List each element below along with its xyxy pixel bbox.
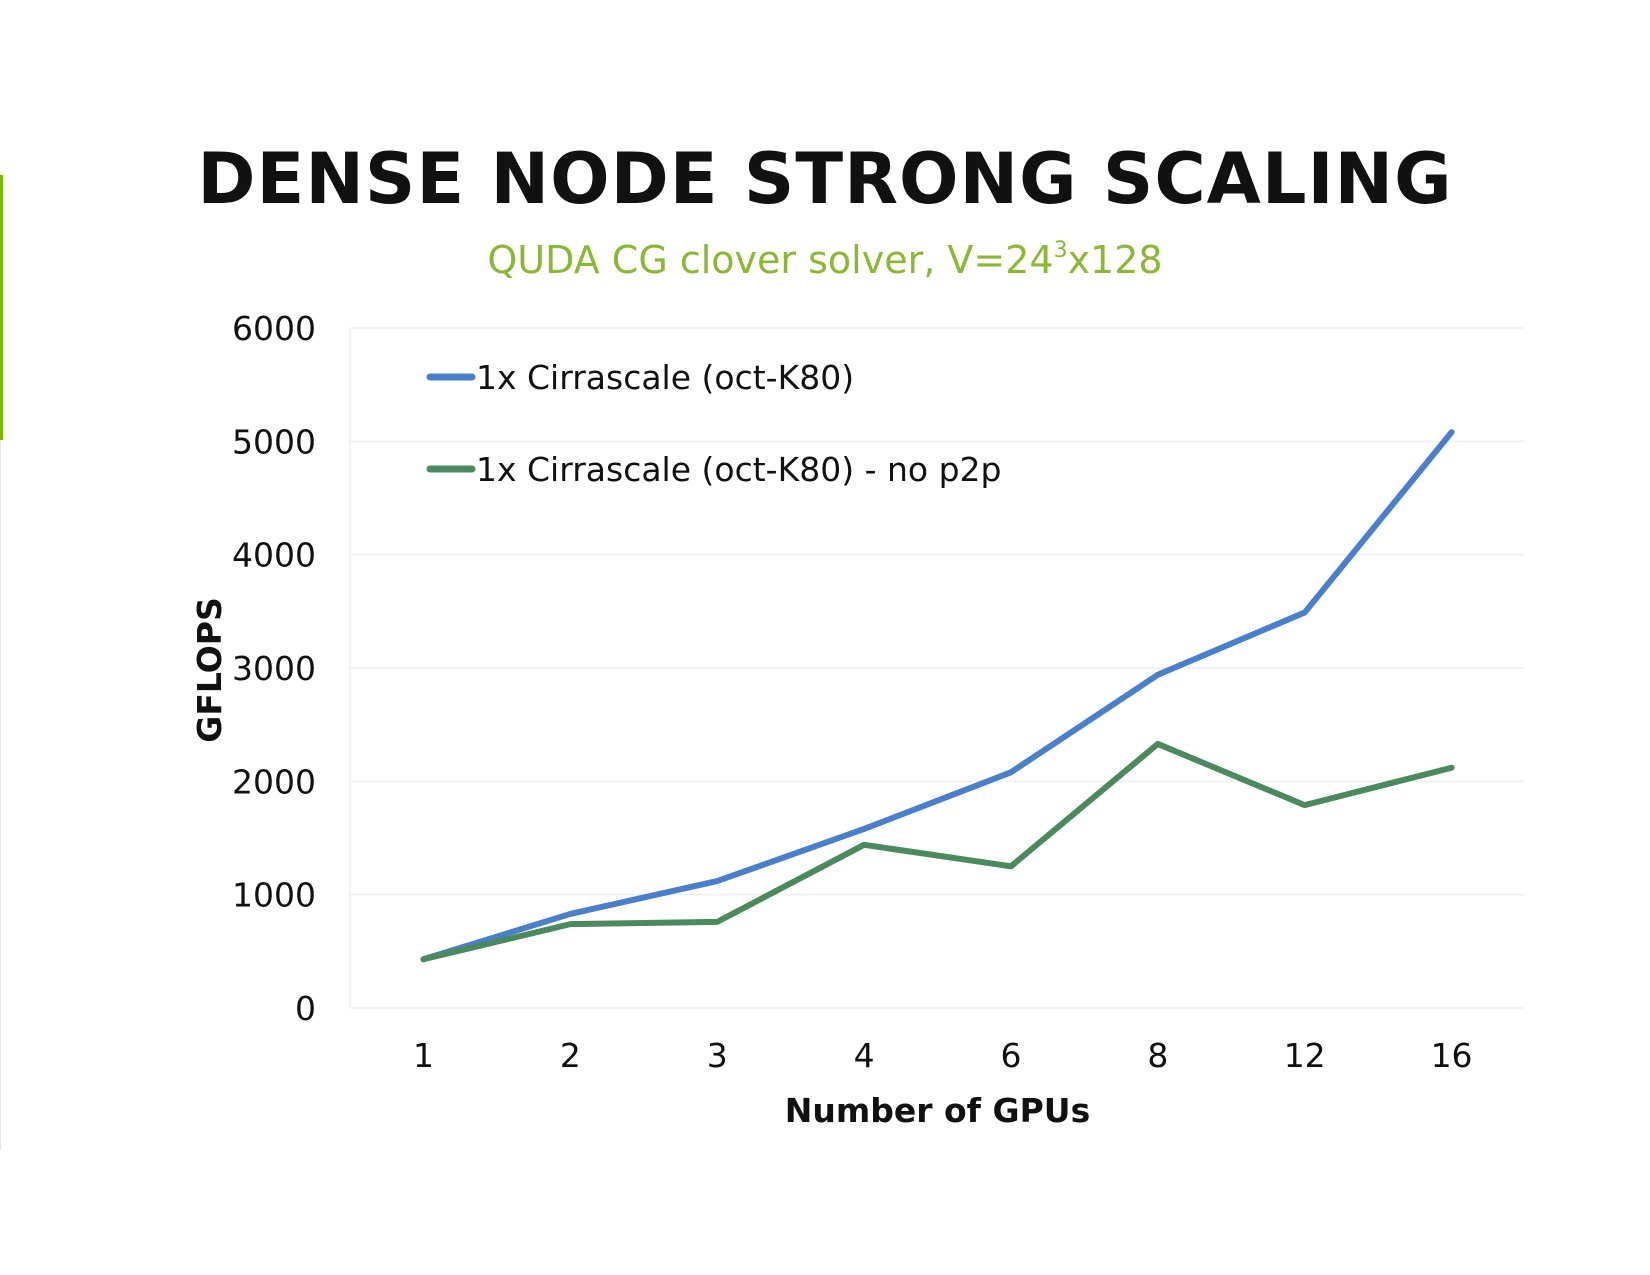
x-axis-ticks: 1 2 3 4 6 8 12 16 [413, 1036, 1473, 1075]
x-tick-label: 12 [1284, 1036, 1326, 1075]
x-tick-label: 3 [707, 1036, 728, 1075]
y-tick-label: 3000 [232, 649, 316, 688]
side-accent-bar [0, 175, 3, 440]
series-line-2 [420, 740, 1455, 963]
y-tick-label: 1000 [232, 876, 316, 915]
series-lines [420, 429, 1455, 963]
side-divider [0, 440, 1, 1150]
y-tick-label: 4000 [232, 536, 316, 575]
subtitle-suffix: x128 [1067, 238, 1163, 282]
subtitle-prefix: QUDA CG clover solver, V=24 [487, 238, 1054, 282]
gridlines [349, 327, 1525, 1009]
x-tick-label: 4 [854, 1036, 875, 1075]
x-tick-label: 1 [413, 1036, 434, 1075]
legend-label-2: 1x Cirrascale (oct-K80) - no p2p [476, 450, 1001, 489]
legend: 1x Cirrascale (oct-K80) 1x Cirrascale (oc… [426, 358, 1001, 489]
y-tick-label: 2000 [232, 762, 316, 801]
x-tick-label: 2 [560, 1036, 581, 1075]
x-axis-label: Number of GPUs [785, 1091, 1091, 1130]
series-line-1 [420, 429, 1455, 963]
chart-title: DENSE NODE STRONG SCALING [197, 138, 1453, 220]
x-tick-label: 16 [1431, 1036, 1473, 1075]
subtitle-superscript: 3 [1053, 238, 1068, 263]
chart-subtitle: QUDA CG clover solver, V=243x128 [0, 238, 1650, 282]
y-tick-label: 0 [295, 989, 316, 1028]
y-tick-label: 5000 [232, 422, 316, 461]
x-tick-label: 6 [1000, 1036, 1021, 1075]
y-tick-label: 6000 [232, 309, 316, 348]
y-axis-label: GFLOPS [190, 597, 229, 743]
y-axis-ticks: 0 1000 2000 3000 4000 5000 6000 [232, 309, 316, 1028]
x-tick-label: 8 [1147, 1036, 1168, 1075]
legend-label-1: 1x Cirrascale (oct-K80) [476, 358, 854, 397]
